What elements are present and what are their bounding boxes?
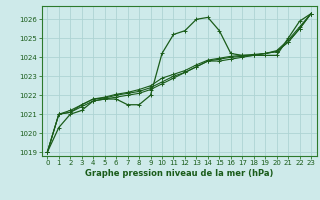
X-axis label: Graphe pression niveau de la mer (hPa): Graphe pression niveau de la mer (hPa): [85, 169, 273, 178]
